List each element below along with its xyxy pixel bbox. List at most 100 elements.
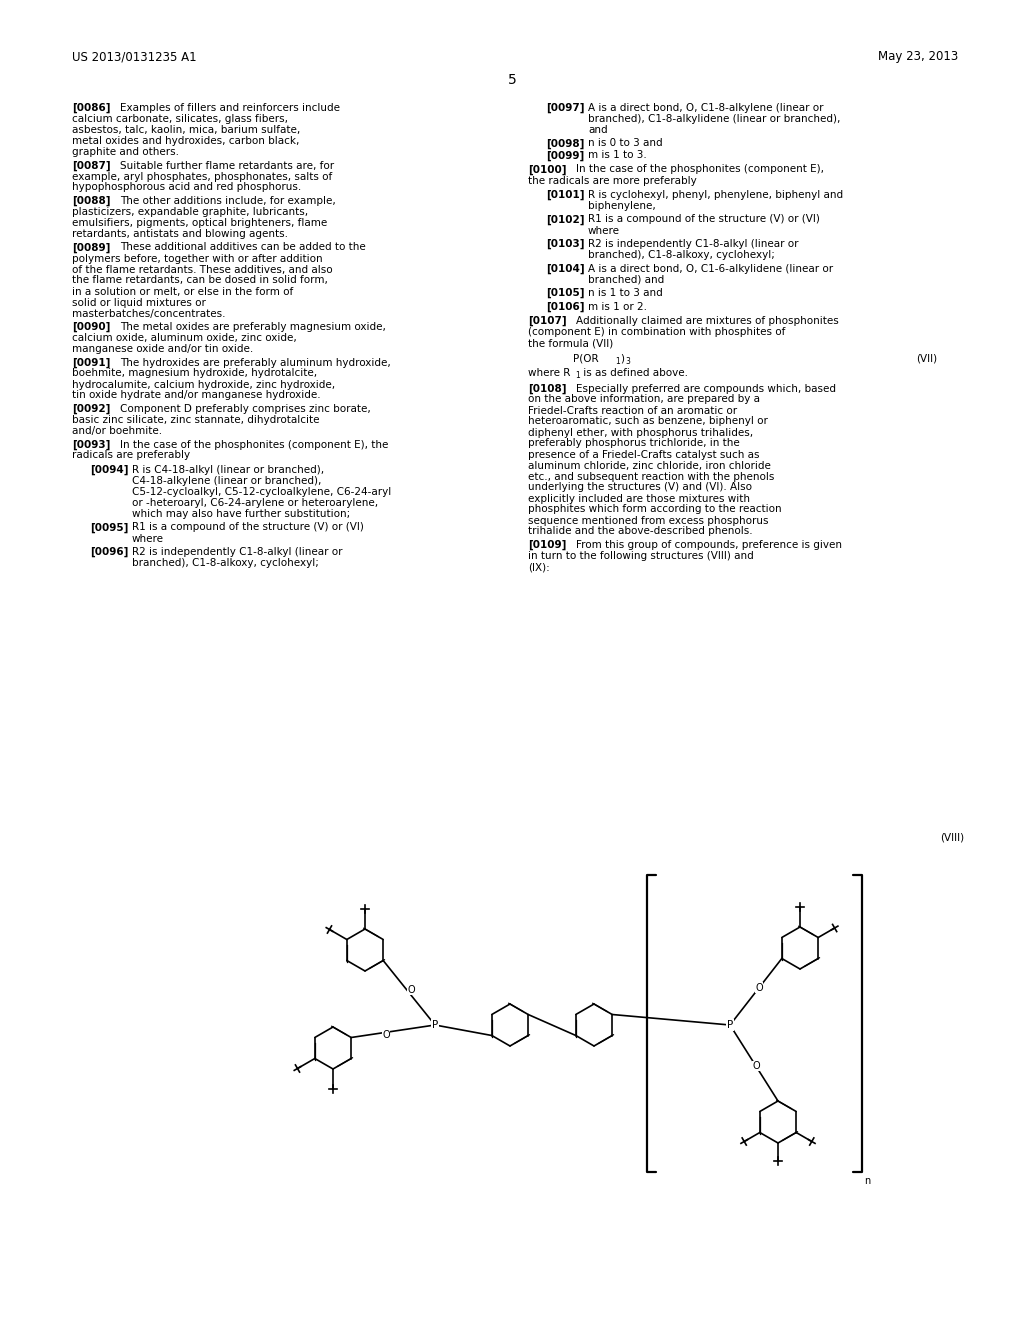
- Text: C5-12-cycloalkyl, C5-12-cycloalkylene, C6-24-aryl: C5-12-cycloalkyl, C5-12-cycloalkylene, C…: [132, 487, 391, 498]
- Text: These additional additives can be added to the: These additional additives can be added …: [120, 243, 366, 252]
- Text: The metal oxides are preferably magnesium oxide,: The metal oxides are preferably magnesiu…: [120, 322, 386, 333]
- Text: In the case of the phosphonites (component E),: In the case of the phosphonites (compone…: [575, 165, 824, 174]
- Text: [0108]: [0108]: [528, 384, 566, 393]
- Text: [0088]: [0088]: [72, 195, 111, 206]
- Text: where R: where R: [528, 368, 570, 379]
- Text: presence of a Friedel-Crafts catalyst such as: presence of a Friedel-Crafts catalyst su…: [528, 450, 760, 459]
- Text: O: O: [753, 1061, 760, 1071]
- Text: where: where: [132, 533, 164, 544]
- Text: graphite and others.: graphite and others.: [72, 147, 179, 157]
- Text: [0109]: [0109]: [528, 540, 566, 550]
- Text: R is cyclohexyl, phenyl, phenylene, biphenyl and: R is cyclohexyl, phenyl, phenylene, biph…: [588, 190, 843, 201]
- Text: is as defined above.: is as defined above.: [580, 368, 688, 379]
- Text: [0093]: [0093]: [72, 440, 111, 450]
- Text: Additionally claimed are mixtures of phosphonites: Additionally claimed are mixtures of pho…: [575, 315, 839, 326]
- Text: calcium oxide, aluminum oxide, zinc oxide,: calcium oxide, aluminum oxide, zinc oxid…: [72, 333, 297, 343]
- Text: underlying the structures (V) and (VI). Also: underlying the structures (V) and (VI). …: [528, 483, 752, 492]
- Text: metal oxides and hydroxides, carbon black,: metal oxides and hydroxides, carbon blac…: [72, 136, 299, 147]
- Text: Component D preferably comprises zinc borate,: Component D preferably comprises zinc bo…: [120, 404, 371, 414]
- Text: n is 1 to 3 and: n is 1 to 3 and: [588, 288, 663, 298]
- Text: Friedel-Crafts reaction of an aromatic or: Friedel-Crafts reaction of an aromatic o…: [528, 405, 737, 416]
- Text: example, aryl phosphates, phosphonates, salts of: example, aryl phosphates, phosphonates, …: [72, 172, 332, 181]
- Text: aluminum chloride, zinc chloride, iron chloride: aluminum chloride, zinc chloride, iron c…: [528, 461, 771, 470]
- Text: basic zinc silicate, zinc stannate, dihydrotalcite: basic zinc silicate, zinc stannate, dihy…: [72, 414, 319, 425]
- Text: The other additions include, for example,: The other additions include, for example…: [120, 195, 336, 206]
- Text: etc., and subsequent reaction with the phenols: etc., and subsequent reaction with the p…: [528, 471, 774, 482]
- Text: US 2013/0131235 A1: US 2013/0131235 A1: [72, 50, 197, 63]
- Text: branched), C1-8-alkylidene (linear or branched),: branched), C1-8-alkylidene (linear or br…: [588, 114, 841, 124]
- Text: (component E) in combination with phosphites of: (component E) in combination with phosph…: [528, 327, 785, 337]
- Text: boehmite, magnesium hydroxide, hydrotalcite,: boehmite, magnesium hydroxide, hydrotalc…: [72, 368, 317, 379]
- Text: (VIII): (VIII): [940, 833, 965, 843]
- Text: [0104]: [0104]: [546, 264, 585, 273]
- Text: n is 0 to 3 and: n is 0 to 3 and: [588, 139, 663, 149]
- Text: [0103]: [0103]: [546, 239, 585, 249]
- Text: diphenyl ether, with phosphorus trihalides,: diphenyl ether, with phosphorus trihalid…: [528, 428, 753, 437]
- Text: calcium carbonate, silicates, glass fibers,: calcium carbonate, silicates, glass fibe…: [72, 114, 288, 124]
- Text: hypophosphorous acid and red phosphorus.: hypophosphorous acid and red phosphorus.: [72, 182, 301, 193]
- Text: explicitly included are those mixtures with: explicitly included are those mixtures w…: [528, 494, 750, 503]
- Text: masterbatches/concentrates.: masterbatches/concentrates.: [72, 309, 225, 318]
- Text: O: O: [408, 985, 415, 995]
- Text: [0091]: [0091]: [72, 358, 111, 368]
- Text: on the above information, are prepared by a: on the above information, are prepared b…: [528, 395, 760, 404]
- Text: [0096]: [0096]: [90, 546, 128, 557]
- Text: sequence mentioned from excess phosphorus: sequence mentioned from excess phosphoru…: [528, 516, 768, 525]
- Text: where: where: [588, 226, 620, 235]
- Text: [0090]: [0090]: [72, 322, 111, 333]
- Text: In the case of the phosphonites (component E), the: In the case of the phosphonites (compone…: [120, 440, 388, 450]
- Text: 5: 5: [508, 73, 516, 87]
- Text: 1: 1: [615, 356, 620, 366]
- Text: and/or boehmite.: and/or boehmite.: [72, 426, 162, 436]
- Text: [0087]: [0087]: [72, 161, 111, 170]
- Text: retardants, antistats and blowing agents.: retardants, antistats and blowing agents…: [72, 228, 288, 239]
- Text: 1: 1: [575, 371, 580, 380]
- Text: ): ): [620, 354, 624, 363]
- Text: asbestos, talc, kaolin, mica, barium sulfate,: asbestos, talc, kaolin, mica, barium sul…: [72, 125, 300, 135]
- Text: preferably phosphorus trichloride, in the: preferably phosphorus trichloride, in th…: [528, 438, 739, 449]
- Text: plasticizers, expandable graphite, lubricants,: plasticizers, expandable graphite, lubri…: [72, 207, 308, 216]
- Text: trihalide and the above-described phenols.: trihalide and the above-described phenol…: [528, 527, 753, 536]
- Text: C4-18-alkylene (linear or branched),: C4-18-alkylene (linear or branched),: [132, 477, 322, 486]
- Text: of the flame retardants. These additives, and also: of the flame retardants. These additives…: [72, 264, 333, 275]
- Text: R2 is independently C1-8-alkyl (linear or: R2 is independently C1-8-alkyl (linear o…: [588, 239, 799, 249]
- Text: branched), C1-8-alkoxy, cyclohexyl;: branched), C1-8-alkoxy, cyclohexyl;: [132, 558, 318, 568]
- Text: n: n: [864, 1176, 870, 1185]
- Text: hydrocalumite, calcium hydroxide, zinc hydroxide,: hydrocalumite, calcium hydroxide, zinc h…: [72, 380, 335, 389]
- Text: m is 1 to 3.: m is 1 to 3.: [588, 150, 647, 161]
- Text: tin oxide hydrate and/or manganese hydroxide.: tin oxide hydrate and/or manganese hydro…: [72, 391, 321, 400]
- Text: or -heteroaryl, C6-24-arylene or heteroarylene,: or -heteroaryl, C6-24-arylene or heteroa…: [132, 498, 378, 508]
- Text: R is C4-18-alkyl (linear or branched),: R is C4-18-alkyl (linear or branched),: [132, 465, 325, 475]
- Text: [0102]: [0102]: [546, 214, 585, 224]
- Text: Especially preferred are compounds which, based: Especially preferred are compounds which…: [575, 384, 836, 393]
- Text: [0098]: [0098]: [546, 139, 585, 149]
- Text: solid or liquid mixtures or: solid or liquid mixtures or: [72, 297, 206, 308]
- Text: [0094]: [0094]: [90, 465, 128, 475]
- Text: the flame retardants, can be dosed in solid form,: the flame retardants, can be dosed in so…: [72, 276, 328, 285]
- Text: From this group of compounds, preference is given: From this group of compounds, preference…: [575, 540, 842, 550]
- Text: P: P: [727, 1020, 733, 1030]
- Text: biphenylene,: biphenylene,: [588, 201, 655, 211]
- Text: polymers before, together with or after addition: polymers before, together with or after …: [72, 253, 323, 264]
- Text: the formula (VII): the formula (VII): [528, 338, 613, 348]
- Text: phosphites which form according to the reaction: phosphites which form according to the r…: [528, 504, 781, 515]
- Text: [0100]: [0100]: [528, 165, 566, 174]
- Text: [0089]: [0089]: [72, 243, 111, 252]
- Text: (VII): (VII): [916, 354, 937, 363]
- Text: A is a direct bond, O, C1-6-alkylidene (linear or: A is a direct bond, O, C1-6-alkylidene (…: [588, 264, 834, 273]
- Text: R1 is a compound of the structure (V) or (VI): R1 is a compound of the structure (V) or…: [132, 523, 364, 532]
- Text: the radicals are more preferably: the radicals are more preferably: [528, 176, 696, 186]
- Text: (IX):: (IX):: [528, 562, 550, 572]
- Text: Suitable further flame retardants are, for: Suitable further flame retardants are, f…: [120, 161, 334, 170]
- Text: [0106]: [0106]: [546, 301, 585, 312]
- Text: [0107]: [0107]: [528, 315, 566, 326]
- Text: radicals are preferably: radicals are preferably: [72, 450, 190, 461]
- Text: [0105]: [0105]: [546, 288, 585, 298]
- Text: which may also have further substitution;: which may also have further substitution…: [132, 510, 350, 519]
- Text: 3: 3: [625, 356, 630, 366]
- Text: P(OR: P(OR: [573, 354, 599, 363]
- Text: branched), C1-8-alkoxy, cyclohexyl;: branched), C1-8-alkoxy, cyclohexyl;: [588, 249, 775, 260]
- Text: The hydroxides are preferably aluminum hydroxide,: The hydroxides are preferably aluminum h…: [120, 358, 391, 367]
- Text: m is 1 or 2.: m is 1 or 2.: [588, 301, 647, 312]
- Text: heteroaromatic, such as benzene, biphenyl or: heteroaromatic, such as benzene, bipheny…: [528, 417, 768, 426]
